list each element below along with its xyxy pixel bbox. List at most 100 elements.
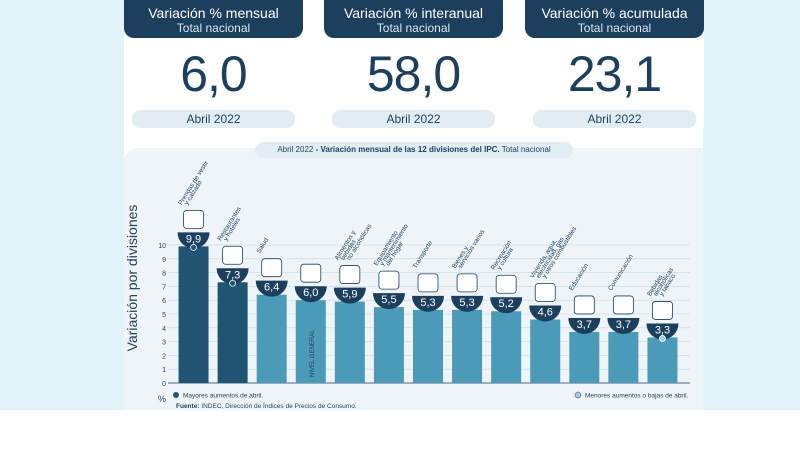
card-yearly: Variación % interanual Total nacional 58… <box>324 0 503 128</box>
y-tick-label: 5 <box>162 312 166 319</box>
value-badge <box>646 323 679 340</box>
card-monthly-value: 6,0 <box>180 46 248 102</box>
category-icon <box>183 209 204 229</box>
card-accumulated-value: 23,1 <box>567 46 662 102</box>
legend-min-marker <box>574 391 582 399</box>
y-tick-label: 7 <box>162 284 166 291</box>
bar <box>256 294 287 383</box>
category-label: Transporte <box>412 239 435 269</box>
value-badge <box>216 268 249 285</box>
category-icon <box>300 263 322 283</box>
value-label: 3,7 <box>616 319 631 331</box>
highlight-marker <box>190 243 197 251</box>
value-badge <box>607 317 640 334</box>
source-label: Fuente: <box>176 403 199 410</box>
legend-max-marker <box>173 392 179 398</box>
y-tick-label: 10 <box>158 243 166 250</box>
category-icon <box>261 258 283 278</box>
value-label: 5,2 <box>499 298 514 310</box>
category-icon <box>456 273 478 293</box>
bar <box>491 311 522 383</box>
value-badge <box>490 297 523 314</box>
card-monthly-subtitle: Total nacional <box>176 21 251 35</box>
chart-title: Abril 2022 - Variación mensual de las 12… <box>255 142 573 158</box>
card-accumulated-title: Variación % acumulada <box>541 5 688 21</box>
y-tick-label: 3 <box>162 340 166 347</box>
card-accumulated: Variación % acumulada Total nacional 23,… <box>525 0 704 128</box>
category-icon <box>534 283 556 302</box>
value-label: 5,3 <box>420 297 435 309</box>
bar <box>530 319 561 383</box>
value-badge <box>333 287 366 304</box>
card-accumulated-header: Variación % acumulada Total nacional <box>525 0 704 38</box>
card-monthly-period: Abril 2022 <box>132 110 295 128</box>
chart-title-period: Abril 2022 <box>277 145 314 154</box>
highlight-marker <box>229 279 237 287</box>
value-badge <box>294 286 327 303</box>
value-badge <box>412 295 444 312</box>
category-label: Prendas de vestir <box>177 159 210 206</box>
category-icon <box>573 295 595 315</box>
category-icon <box>417 273 439 293</box>
general-bar-label: NIVEL GENERAL <box>310 329 316 377</box>
source-text: INDEC, Dirección de Índices de Precios d… <box>199 401 356 410</box>
value-badge <box>255 280 288 297</box>
card-yearly-header: Variación % interanual Total nacional <box>324 0 503 38</box>
y-tick-label: 6 <box>162 298 166 305</box>
category-icon <box>378 270 400 290</box>
value-label: 6,4 <box>264 282 279 294</box>
value-label: 4,6 <box>538 307 553 319</box>
bar <box>647 337 678 383</box>
value-label: 7,3 <box>225 269 240 281</box>
category-icon <box>652 301 673 320</box>
bar <box>569 331 600 383</box>
y-tick-label: 1 <box>162 367 166 374</box>
card-yearly-period: Abril 2022 <box>332 110 495 128</box>
value-badge <box>177 232 210 249</box>
bar <box>334 301 365 383</box>
category-label: Salud <box>255 237 270 255</box>
category-label: Educación <box>568 262 590 292</box>
source-note: Fuente: INDEC, Dirección de Índices de P… <box>176 401 357 410</box>
bar <box>608 331 639 383</box>
card-yearly-title: Variación % interanual <box>343 5 484 21</box>
chart-title-main: - Variación mensual de las 12 divisiones… <box>313 145 500 154</box>
background-right <box>703 0 800 410</box>
background-left <box>0 0 124 410</box>
value-label: 3,7 <box>577 319 592 331</box>
bar <box>217 282 248 383</box>
legend-min-label: Menores aumentos o bajas de abril. <box>585 393 689 400</box>
y-tick-label: 2 <box>162 353 166 360</box>
y-tick-label: 0 <box>162 381 166 388</box>
value-badge <box>529 305 562 322</box>
bar <box>413 309 443 383</box>
value-badge <box>451 295 484 312</box>
category-icon <box>612 295 634 315</box>
value-badge <box>568 317 601 334</box>
y-tick-label: 8 <box>162 271 166 278</box>
category-icon <box>495 274 517 294</box>
card-accumulated-subtitle: Total nacional <box>577 21 652 35</box>
y-axis-unit: % <box>158 394 166 404</box>
value-label: 6,0 <box>303 287 318 299</box>
category-icon <box>339 265 361 284</box>
y-tick-label: 9 <box>162 257 166 264</box>
y-tick-label: 4 <box>162 326 166 333</box>
value-label: 5,9 <box>342 289 357 301</box>
value-label: 5,5 <box>381 294 396 306</box>
card-yearly-value: 58,0 <box>366 46 461 102</box>
card-monthly-title: Variación % mensual <box>148 5 279 21</box>
highlight-marker <box>659 335 666 342</box>
chart-title-tail: Total nacional <box>499 145 551 154</box>
value-label: 5,3 <box>459 297 474 309</box>
bar <box>452 309 483 383</box>
value-label: 3,3 <box>655 324 670 336</box>
legend-max-label: Mayores aumentos de abril. <box>183 393 263 400</box>
bar <box>373 307 404 383</box>
card-yearly-subtitle: Total nacional <box>376 21 451 35</box>
card-accumulated-period: Abril 2022 <box>533 110 696 128</box>
value-label: 9,9 <box>186 233 201 245</box>
card-monthly: Variación % mensual Total nacional 6,0 A… <box>124 0 303 128</box>
category-icon <box>222 245 244 265</box>
